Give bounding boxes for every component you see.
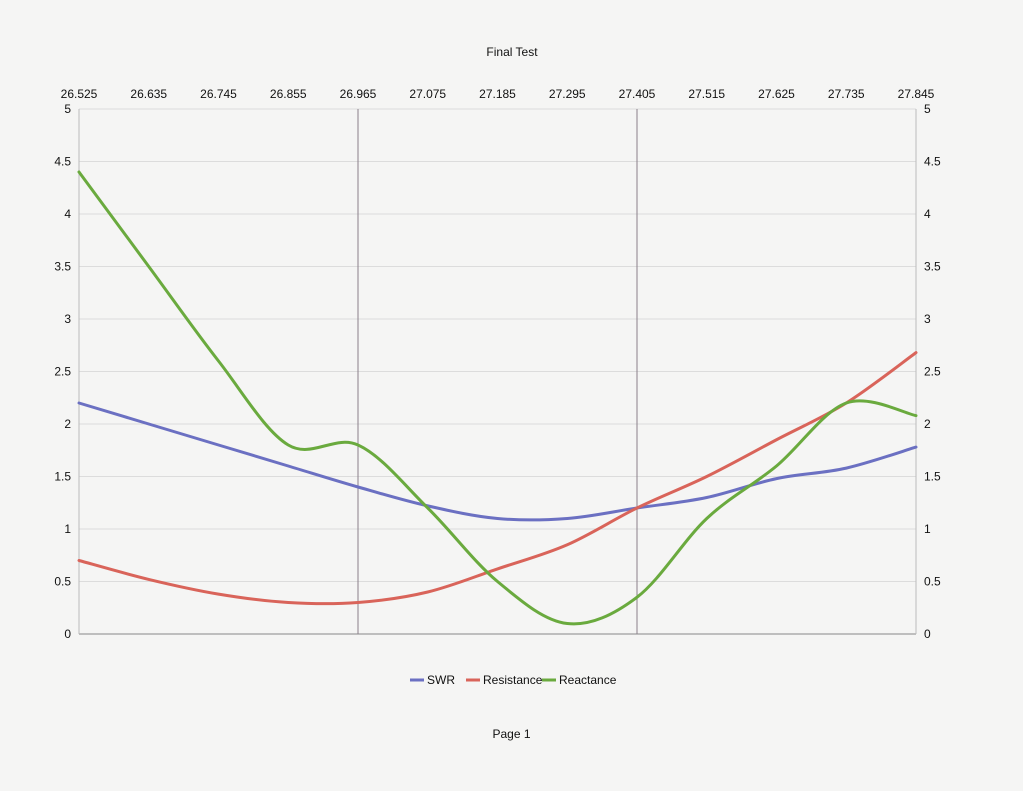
- y-tick-label-left: 0.5: [54, 575, 71, 589]
- y-tick-label-right: 3: [924, 312, 931, 326]
- legend-label-swr: SWR: [427, 673, 455, 687]
- y-tick-label-right: 0: [924, 627, 931, 641]
- y-tick-label-left: 1.5: [54, 470, 71, 484]
- y-tick-label-right: 5: [924, 102, 931, 116]
- x-tick-label: 27.185: [479, 87, 516, 101]
- y-tick-label-left: 0: [64, 627, 71, 641]
- y-tick-label-right: 3.5: [924, 260, 941, 274]
- y-tick-label-right: 0.5: [924, 575, 941, 589]
- series-line-resistance: [77, 351, 918, 606]
- y-tick-labels-right: 0 0.5 1 1.5 2 2.5 3 3.5 4 4.5 5: [924, 102, 941, 641]
- x-tick-label: 27.625: [758, 87, 795, 101]
- chart-title: Final Test: [486, 45, 538, 59]
- y-tick-label-left: 5: [64, 102, 71, 116]
- x-tick-label: 26.965: [340, 87, 377, 101]
- y-tick-label-right: 2: [924, 417, 931, 431]
- x-tick-label: 26.745: [200, 87, 237, 101]
- x-tick-label: 27.735: [828, 87, 865, 101]
- y-tick-label-right: 2.5: [924, 365, 941, 379]
- x-tick-label: 26.855: [270, 87, 307, 101]
- y-tick-label-left: 4: [64, 207, 71, 221]
- page-number: Page 1: [492, 727, 531, 741]
- x-tick-label: 26.635: [130, 87, 167, 101]
- y-tick-label-left: 3: [64, 312, 71, 326]
- x-tick-label: 27.295: [549, 87, 586, 101]
- y-tick-label-right: 4: [924, 207, 931, 221]
- series-line-reactance: [77, 170, 918, 626]
- x-tick-label: 27.845: [898, 87, 935, 101]
- y-tick-label-left: 2.5: [54, 365, 71, 379]
- y-tick-label-left: 1: [64, 522, 71, 536]
- legend: SWR Resistance Reactance: [410, 673, 617, 687]
- legend-label-reactance: Reactance: [559, 673, 617, 687]
- y-tick-label-left: 4.5: [54, 155, 71, 169]
- series-line-swr: [77, 401, 918, 522]
- y-tick-labels-left: 0 0.5 1 1.5 2 2.5 3 3.5 4 4.5 5: [54, 102, 71, 641]
- y-tick-label-right: 4.5: [924, 155, 941, 169]
- y-tick-label-left: 2: [64, 417, 71, 431]
- x-tick-label: 26.525: [61, 87, 98, 101]
- y-tick-label-right: 1: [924, 522, 931, 536]
- legend-label-resistance: Resistance: [483, 673, 543, 687]
- y-tick-label-left: 3.5: [54, 260, 71, 274]
- vertical-markers: [357, 109, 638, 634]
- x-tick-label: 27.515: [688, 87, 725, 101]
- x-tick-labels: 26.525 26.635 26.745 26.855 26.965 27.075 27.1…: [61, 87, 935, 101]
- y-tick-label-right: 1.5: [924, 470, 941, 484]
- gridlines: [78, 108, 917, 635]
- x-tick-label: 27.405: [619, 87, 656, 101]
- x-tick-label: 27.075: [409, 87, 446, 101]
- series-lines: [77, 170, 918, 626]
